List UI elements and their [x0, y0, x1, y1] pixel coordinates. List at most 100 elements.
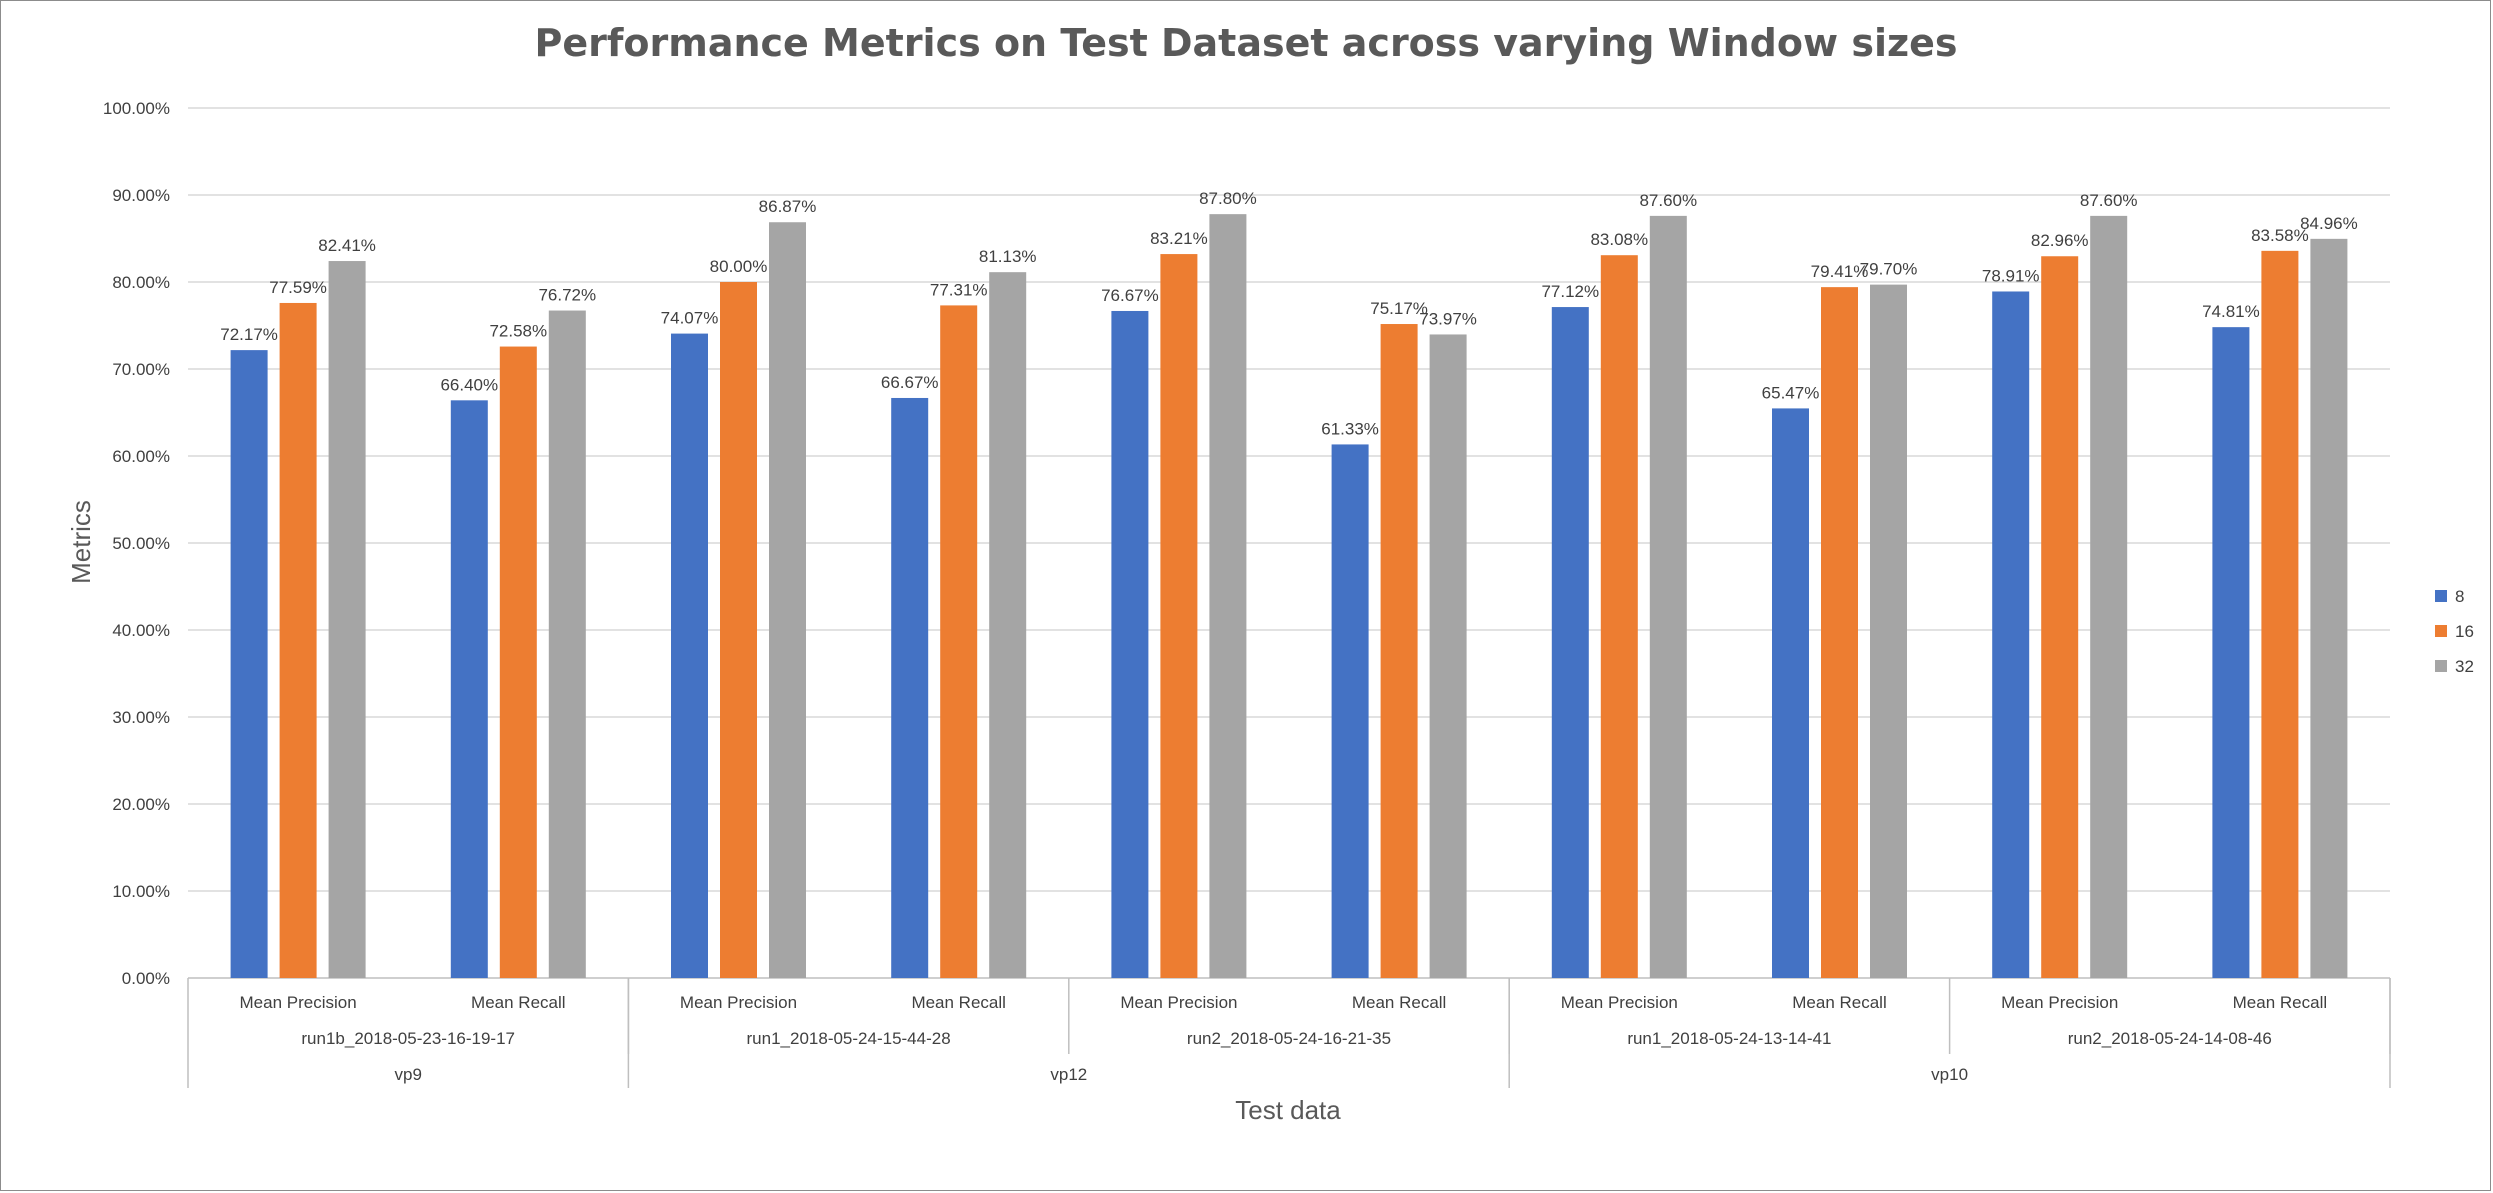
data-label: 80.00% [710, 257, 768, 276]
y-tick-label: 30.00% [112, 708, 170, 727]
data-label: 87.80% [1199, 189, 1257, 208]
bar [1209, 214, 1247, 978]
data-label: 79.70% [1860, 260, 1918, 279]
legend-swatch [2435, 625, 2447, 637]
data-label: 74.07% [661, 309, 719, 328]
category-label-run: run1b_2018-05-23-16-19-17 [301, 1029, 515, 1048]
data-label: 83.58% [2251, 226, 2309, 245]
legend-label: 16 [2455, 622, 2474, 641]
bar [279, 302, 317, 978]
bar [720, 282, 757, 978]
data-label: 76.67% [1101, 286, 1159, 305]
bar [1331, 444, 1369, 979]
bar [1160, 254, 1198, 978]
data-label: 66.40% [440, 375, 498, 394]
category-label-group: vp9 [394, 1065, 421, 1084]
y-tick-label: 10.00% [112, 882, 170, 901]
legend-label: 32 [2455, 657, 2474, 676]
data-labels: 72.17% 66.40% 74.07% 66.67% 76.67% 61.33% 77.1… [220, 189, 2357, 438]
bar [2041, 256, 2079, 978]
y-axis-ticks: 0.00% 10.00% 20.00% 30.00% 40.00% 50.00% 60.00… [103, 99, 170, 988]
legend: 8 16 32 [2435, 587, 2474, 676]
category-label-metric: Mean Recall [911, 993, 1006, 1012]
bar [499, 346, 537, 979]
data-label: 79.41% [1811, 262, 1869, 281]
category-label-metric: Mean Precision [680, 993, 797, 1012]
legend-swatch [2435, 660, 2447, 672]
bar [450, 400, 488, 978]
bar [1111, 310, 1149, 978]
bars [230, 214, 2348, 979]
y-tick-label: 70.00% [112, 360, 170, 379]
y-tick-label: 0.00% [122, 969, 170, 988]
bar [1649, 215, 1687, 978]
y-tick-label: 100.00% [103, 99, 170, 118]
category-label-metric: Mean Precision [2001, 993, 2118, 1012]
bar [1380, 324, 1418, 978]
y-tick-label: 20.00% [112, 795, 170, 814]
bar [2310, 238, 2348, 978]
category-label-metric: Mean Recall [471, 993, 566, 1012]
data-label: 82.96% [2031, 231, 2089, 250]
category-label-metric: Mean Precision [1561, 993, 1678, 1012]
data-label: 72.17% [220, 325, 278, 344]
bar [1992, 291, 2030, 978]
category-label-run: run1_2018-05-24-15-44-28 [747, 1029, 951, 1048]
bar [2090, 215, 2128, 978]
data-label: 66.67% [881, 373, 939, 392]
category-label-metric: Mean Recall [1352, 993, 1447, 1012]
bar [1821, 287, 1858, 978]
data-label: 77.59% [269, 278, 327, 297]
bar [769, 222, 806, 978]
bar [2212, 327, 2250, 978]
bar [891, 397, 929, 978]
data-label: 81.13% [979, 247, 1037, 266]
data-label: 77.12% [1541, 282, 1599, 301]
data-label: 83.08% [1590, 230, 1648, 249]
category-label-metric: Mean Precision [240, 993, 357, 1012]
y-tick-label: 50.00% [112, 534, 170, 553]
data-label: 74.81% [2202, 302, 2260, 321]
category-label-group: vp12 [1050, 1065, 1087, 1084]
legend-label: 8 [2455, 587, 2464, 606]
data-label: 77.31% [930, 280, 988, 299]
category-label-run: run2_2018-05-24-14-08-46 [2068, 1029, 2272, 1048]
y-tick-label: 40.00% [112, 621, 170, 640]
data-label: 76.72% [538, 286, 596, 305]
data-label: 86.87% [759, 197, 817, 216]
y-tick-label: 90.00% [112, 186, 170, 205]
bar [230, 350, 268, 979]
data-label: 73.97% [1419, 309, 1477, 328]
bar [1551, 307, 1589, 978]
legend-swatch [2435, 590, 2447, 602]
data-label: 78.91% [1982, 266, 2040, 285]
data-label: 84.96% [2300, 214, 2358, 233]
y-axis-title: Metrics [66, 500, 96, 584]
bar [989, 272, 1027, 978]
category-label-run: run2_2018-05-24-16-21-35 [1187, 1029, 1391, 1048]
category-label-metric: Mean Recall [1792, 993, 1887, 1012]
bar [671, 333, 708, 978]
bar [548, 310, 586, 978]
bar [940, 305, 978, 978]
bar [1772, 408, 1809, 978]
bar [1429, 334, 1467, 978]
data-label: 61.33% [1321, 419, 1379, 438]
data-label: 83.21% [1150, 229, 1208, 248]
y-tick-label: 60.00% [112, 447, 170, 466]
data-label: 87.60% [2080, 191, 2138, 210]
chart-title: Performance Metrics on Test Dataset acro… [535, 21, 1958, 65]
x-axis-title: Test data [1235, 1095, 1341, 1125]
bar [1600, 255, 1638, 979]
category-label-metric: Mean Recall [2233, 993, 2328, 1012]
category-label-run: run1_2018-05-24-13-14-41 [1627, 1029, 1831, 1048]
bar [2261, 250, 2299, 978]
x-axis-categories: Mean Precision Mean Recall Mean Precision M… [187, 978, 2391, 1088]
data-label: 82.41% [318, 236, 376, 255]
data-label: 65.47% [1762, 383, 1820, 402]
y-tick-label: 80.00% [112, 273, 170, 292]
data-label: 87.60% [1639, 191, 1697, 210]
category-label-metric: Mean Precision [1120, 993, 1237, 1012]
